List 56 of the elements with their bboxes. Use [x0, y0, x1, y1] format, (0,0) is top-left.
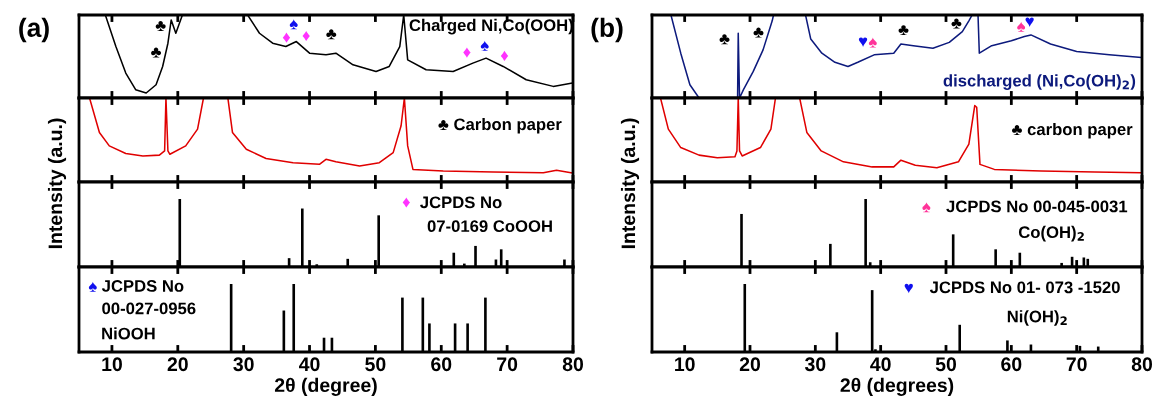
- annotation: ♣: [326, 29, 337, 40]
- x-tick-label: 20: [167, 357, 188, 372]
- annotation: ♥: [858, 37, 868, 47]
- x-tick-label: 10: [102, 357, 122, 372]
- annotation: ♦: [302, 30, 310, 42]
- annotation: ♦: [500, 50, 509, 62]
- x-tick-label: 80: [1131, 357, 1153, 372]
- annotation: 00-027-0956: [102, 302, 196, 315]
- annotation: ♣: [719, 34, 730, 45]
- annotation: Ni(OH)$_{2}$: [1007, 310, 1067, 326]
- x-tick-label: 10: [675, 357, 695, 372]
- annotation: ♠: [289, 19, 298, 30]
- annotation: ♦: [463, 47, 471, 58]
- annotation: ♥: [1025, 17, 1034, 27]
- x-tick-label: 60: [431, 357, 452, 372]
- annotation: ♠: [1017, 21, 1026, 32]
- x-tick-label: 50: [935, 357, 957, 372]
- annotation: NiOOH: [102, 327, 155, 340]
- annotation: ♠: [922, 202, 931, 213]
- annotation: ♦: [402, 197, 411, 208]
- x-tick-label: 30: [233, 357, 254, 372]
- x-axis-title: 2θ (degree): [274, 377, 377, 396]
- annotation: ♣ carbon paper: [1012, 122, 1133, 139]
- annotation: ♦: [282, 32, 291, 43]
- annotation: JCPDS No: [101, 280, 184, 292]
- annotation: ♣: [151, 47, 162, 58]
- annotation: ♣ Carbon paper: [438, 117, 562, 134]
- annotation: ♠: [868, 37, 877, 48]
- annotation: ♠: [480, 40, 489, 51]
- x-tick-label: 80: [562, 357, 584, 372]
- annotation: JCPDS No: [420, 196, 502, 209]
- x-tick-label: 20: [739, 357, 761, 372]
- annotation: ♣: [898, 25, 909, 36]
- x-tick-label: 70: [497, 357, 518, 372]
- annotation: ♣: [951, 18, 962, 29]
- x-tick-label: 30: [804, 357, 826, 372]
- x-tick-label: 70: [1066, 357, 1087, 372]
- annotation: Charged Ni,Co(OOH): [409, 18, 573, 35]
- annotation: JCPDS No 00-045-0031: [946, 200, 1128, 213]
- annotation: Co(OH)$_{2}$: [1018, 225, 1084, 242]
- x-tick-label: 60: [1001, 357, 1022, 372]
- annotation: JCPDS No 01- 073 -1520: [929, 281, 1120, 294]
- annotation: ♣: [753, 27, 764, 38]
- x-tick-label: 40: [299, 357, 320, 372]
- annotation: ♣: [155, 20, 166, 31]
- chart-title: (a): [19, 17, 49, 43]
- annotation: ♥: [904, 283, 913, 294]
- annotation: ♠: [88, 281, 97, 292]
- x-axis-title: 2θ (degrees): [840, 377, 954, 396]
- y-axis-title: Intensity (a.u.): [620, 118, 640, 249]
- annotation: 07-0169 CoOOH: [427, 220, 552, 233]
- x-tick-label: 40: [870, 357, 891, 372]
- y-axis-title: Intensity (a.u.): [47, 118, 67, 249]
- x-tick-label: 50: [365, 357, 386, 372]
- annotation: discharged (Ni,Co(OH)$_{2}$): [943, 74, 1136, 90]
- chart-title: (b): [591, 17, 623, 43]
